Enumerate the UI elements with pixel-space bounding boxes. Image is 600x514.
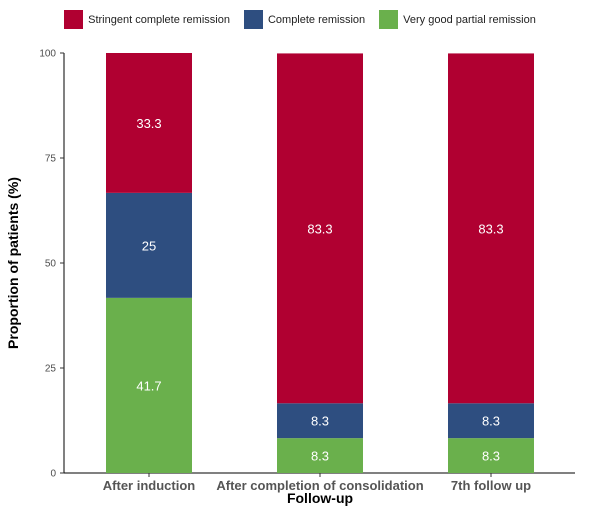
y-axis-title: Proportion of patients (%) (5, 177, 21, 349)
data-label-7th-follow-up-stringent-complete-remission: 83.3 (478, 221, 503, 236)
legend-label-stringent: Stringent complete remission (88, 13, 230, 26)
legend-label-vgpr: Very good partial remission (403, 13, 536, 26)
x-tick-label-7th-follow-up: 7th follow up (451, 478, 531, 493)
y-tick-label-0: 0 (50, 469, 56, 480)
y-tick-label-50: 50 (45, 259, 57, 270)
bar-after-completion-of-consolidation-stringent-complete-remission (277, 53, 363, 404)
bar-after-completion-of-consolidation-very-good-partial-remission (277, 438, 363, 473)
legend-swatch-complete (243, 10, 263, 29)
y-tick-label-25: 25 (45, 364, 57, 375)
data-label-after-induction-complete-remission: 25 (142, 238, 156, 253)
bar-after-induction-complete-remission (106, 192, 192, 298)
bar-7th-follow-up-very-good-partial-remission (448, 438, 534, 473)
data-label-7th-follow-up-complete-remission: 8.3 (482, 414, 500, 429)
data-label-after-completion-of-consolidation-complete-remission: 8.3 (311, 414, 329, 429)
data-label-after-completion-of-consolidation-very-good-partial-remission: 8.3 (311, 449, 329, 464)
x-ticks-group: After induction After completion of conso… (103, 473, 531, 493)
bar-after-induction-stringent-complete-remission (106, 53, 192, 193)
data-label-7th-follow-up-very-good-partial-remission: 8.3 (482, 449, 500, 464)
legend-item-complete-remission: Complete remission (243, 10, 366, 29)
legend-swatch-stringent (64, 10, 84, 29)
legend-swatch-vgpr (379, 10, 399, 29)
data-label-after-induction-stringent-complete-remission: 33.3 (136, 116, 161, 131)
x-axis-title: Follow-up (287, 490, 353, 506)
y-tick-label-75: 75 (45, 154, 57, 165)
chart-legend: Stringent complete remission Complete re… (0, 10, 600, 29)
y-tick-label-100: 100 (39, 49, 56, 60)
bar-7th-follow-up-complete-remission (448, 403, 534, 439)
legend-item-very-good-partial-remission: Very good partial remission (379, 10, 536, 29)
bar-after-completion-of-consolidation-complete-remission (277, 403, 363, 439)
bars-group: 41.7 25 33.3 8.3 8.3 83.3 8.3 8.3 83.3 (106, 53, 534, 473)
x-tick-label-after-completion-of-consolidation: After completion of consolidation (216, 478, 423, 493)
y-ticks-group: 0 25 50 75 100 (39, 49, 64, 480)
legend-label-complete: Complete remission (267, 13, 366, 26)
x-tick-label-after-induction: After induction (103, 478, 195, 493)
bar-7th-follow-up-stringent-complete-remission (448, 53, 534, 404)
legend-item-stringent-complete-remission: Stringent complete remission (64, 10, 230, 29)
bar-after-induction-very-good-partial-remission (106, 297, 192, 473)
data-label-after-induction-very-good-partial-remission: 41.7 (136, 378, 161, 393)
data-label-after-completion-of-consolidation-stringent-complete-remission: 83.3 (307, 221, 332, 236)
